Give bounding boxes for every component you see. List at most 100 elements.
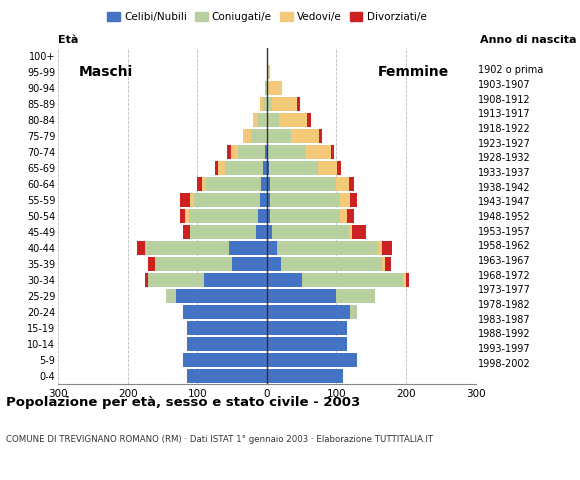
Bar	[267, 257, 281, 271]
Bar	[267, 305, 350, 319]
Bar	[267, 65, 270, 79]
Bar	[403, 274, 406, 287]
Bar	[349, 226, 353, 239]
Bar	[385, 257, 391, 271]
Bar	[263, 97, 267, 110]
Bar	[297, 97, 300, 110]
Bar	[202, 178, 205, 191]
Bar	[260, 193, 267, 206]
Bar	[266, 145, 267, 158]
Bar	[260, 97, 263, 110]
Text: Femmine: Femmine	[378, 65, 450, 79]
Bar	[267, 322, 347, 335]
Bar	[267, 145, 268, 158]
Bar	[382, 241, 392, 254]
Bar	[267, 353, 357, 367]
Bar	[180, 193, 190, 206]
Bar	[382, 257, 385, 271]
Bar	[336, 289, 375, 302]
Bar	[281, 257, 382, 271]
Bar	[267, 130, 291, 143]
Text: Età: Età	[58, 35, 78, 45]
Bar	[269, 161, 318, 175]
Bar	[331, 145, 334, 158]
Text: Popolazione per età, sesso e stato civile - 2003: Popolazione per età, sesso e stato civil…	[6, 396, 360, 408]
Bar	[277, 241, 378, 254]
Bar	[270, 178, 336, 191]
Bar	[155, 257, 232, 271]
Bar	[267, 178, 270, 191]
Bar	[268, 145, 306, 158]
Bar	[194, 193, 260, 206]
Bar	[302, 274, 403, 287]
Bar	[267, 82, 268, 95]
Legend: Celibi/Nubili, Coniugati/e, Vedovi/e, Divorziati/e: Celibi/Nubili, Coniugati/e, Vedovi/e, Di…	[103, 8, 430, 26]
Bar	[227, 145, 231, 158]
Bar	[229, 241, 267, 254]
Bar	[273, 226, 349, 239]
Text: Anno di nascita: Anno di nascita	[480, 35, 577, 45]
Bar	[353, 226, 367, 239]
Bar	[267, 161, 269, 175]
Bar	[204, 274, 267, 287]
Bar	[349, 178, 354, 191]
Text: Maschi: Maschi	[79, 65, 133, 79]
Bar	[148, 257, 155, 271]
Bar	[189, 209, 259, 223]
Bar	[259, 113, 267, 127]
Bar	[176, 289, 267, 302]
Bar	[166, 289, 176, 302]
Bar	[232, 257, 267, 271]
Bar	[231, 145, 238, 158]
Bar	[267, 370, 343, 383]
Bar	[347, 209, 354, 223]
Bar	[253, 113, 259, 127]
Bar	[259, 209, 267, 223]
Bar	[291, 130, 319, 143]
Bar	[190, 193, 194, 206]
Bar	[267, 209, 270, 223]
Bar	[225, 161, 263, 175]
Bar	[267, 289, 336, 302]
Bar	[263, 161, 267, 175]
Bar	[218, 161, 225, 175]
Bar	[270, 209, 340, 223]
Bar	[378, 241, 382, 254]
Bar	[280, 113, 307, 127]
Bar	[267, 97, 273, 110]
Bar	[267, 226, 273, 239]
Bar	[145, 274, 148, 287]
Bar	[180, 209, 186, 223]
Bar	[267, 193, 270, 206]
Bar	[319, 130, 322, 143]
Bar	[270, 193, 340, 206]
Bar	[183, 353, 267, 367]
Bar	[406, 274, 409, 287]
Bar	[205, 178, 261, 191]
Bar	[183, 226, 190, 239]
Bar	[187, 337, 267, 350]
Bar	[336, 178, 349, 191]
Bar	[261, 178, 267, 191]
Bar	[256, 226, 267, 239]
Bar	[148, 274, 204, 287]
Bar	[268, 82, 282, 95]
Bar	[215, 161, 218, 175]
Bar	[145, 241, 229, 254]
Bar	[267, 241, 277, 254]
Bar	[267, 113, 280, 127]
Bar	[187, 370, 267, 383]
Bar	[337, 161, 340, 175]
Bar	[340, 193, 350, 206]
Bar	[318, 161, 337, 175]
Bar	[187, 322, 267, 335]
Bar	[306, 145, 331, 158]
Bar	[340, 209, 347, 223]
Bar	[350, 193, 357, 206]
Text: COMUNE DI TREVIGNANO ROMANO (RM) · Dati ISTAT 1° gennaio 2003 · Elaborazione TUT: COMUNE DI TREVIGNANO ROMANO (RM) · Dati …	[6, 434, 433, 444]
Bar	[252, 130, 267, 143]
Bar	[243, 130, 252, 143]
Bar	[267, 274, 302, 287]
Bar	[238, 145, 266, 158]
Bar	[137, 241, 145, 254]
